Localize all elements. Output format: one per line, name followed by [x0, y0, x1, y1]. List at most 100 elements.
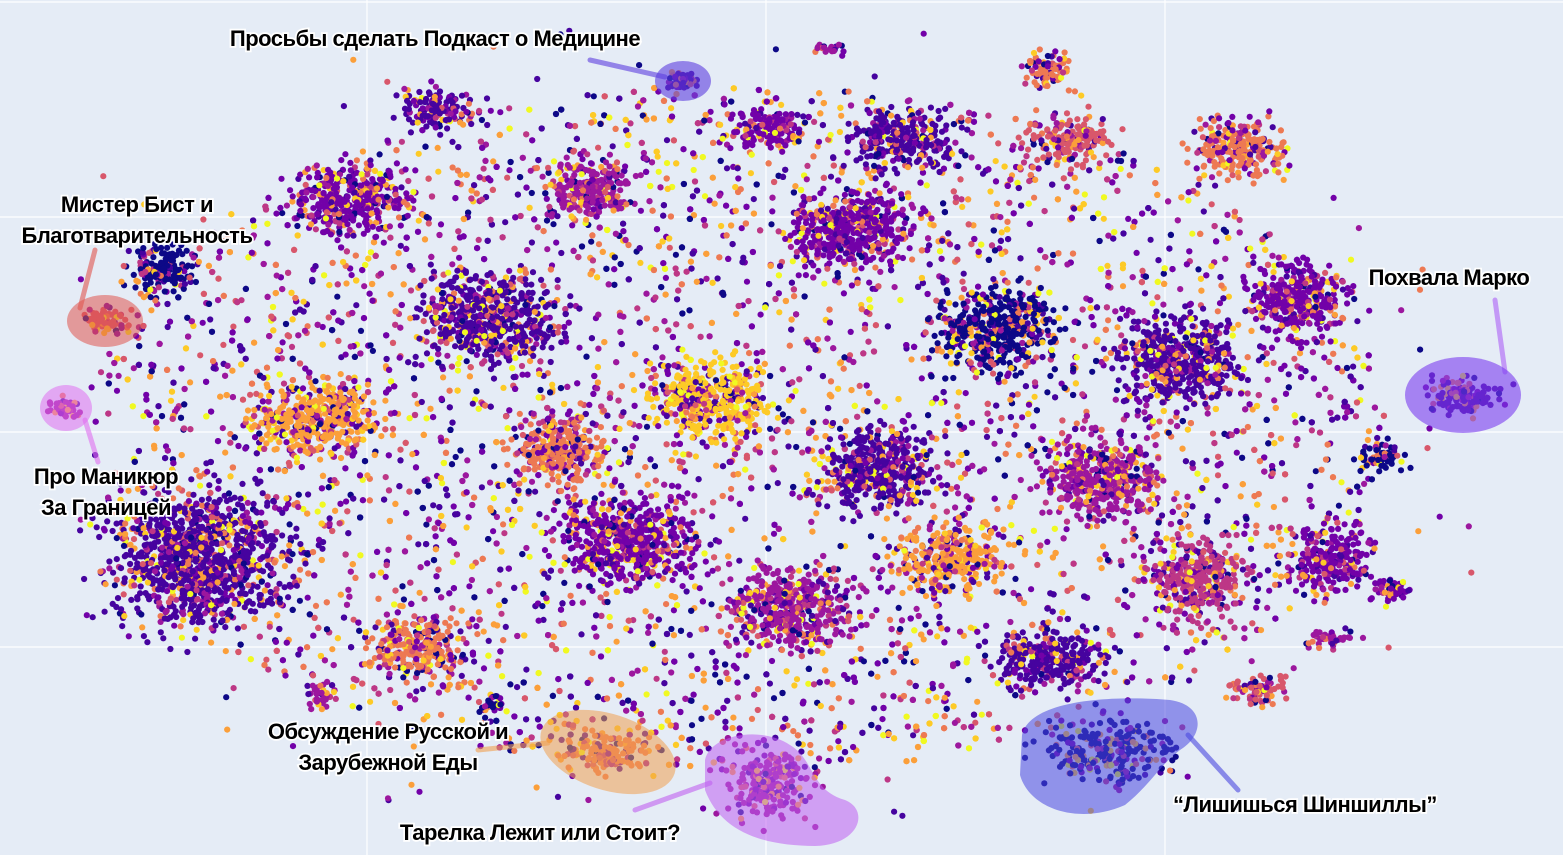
scatter-point — [279, 210, 286, 217]
scatter-point — [466, 583, 473, 590]
scatter-point — [750, 196, 757, 203]
scatter-point — [418, 398, 425, 406]
scatter-point — [394, 609, 401, 616]
scatter-point — [296, 597, 303, 604]
scatter-point — [215, 485, 222, 492]
scatter-point — [1171, 496, 1178, 503]
scatter-point — [458, 672, 465, 680]
scatter-point — [673, 321, 680, 328]
scatter-point — [1195, 266, 1202, 273]
scatter-point — [193, 467, 200, 474]
scatter-point — [851, 266, 859, 274]
scatter-point — [480, 165, 487, 172]
scatter-point — [550, 221, 557, 228]
scatter-point — [1312, 468, 1319, 475]
scatter-point — [1271, 397, 1278, 404]
scatter-point — [113, 387, 121, 394]
scatter-point — [992, 158, 999, 165]
scatter-point — [398, 138, 405, 145]
scatter-point — [701, 193, 709, 200]
scatter-point — [871, 705, 878, 712]
scatter-point — [468, 576, 475, 584]
scatter-point — [860, 658, 868, 665]
scatter-point — [674, 296, 681, 303]
scatter-point — [594, 379, 602, 386]
scatter-point — [1112, 308, 1119, 315]
scatter-point — [1174, 217, 1181, 224]
scatter-point — [895, 604, 902, 612]
scatter-point — [827, 575, 834, 583]
scatter-point — [992, 178, 1000, 185]
scatter-point — [1214, 308, 1221, 315]
scatter-point — [856, 609, 864, 616]
scatter-point — [1031, 393, 1038, 400]
scatter-point — [690, 166, 697, 174]
scatter-point — [1093, 523, 1101, 530]
scatter-point — [662, 274, 670, 281]
scatter-point — [359, 476, 366, 483]
scatter-point — [1183, 648, 1190, 656]
scatter-point — [653, 675, 660, 682]
scatter-point — [514, 684, 521, 691]
scatter-point — [702, 558, 709, 565]
scatter-point — [1242, 308, 1249, 315]
scatter-point — [359, 680, 366, 687]
scatter-point — [725, 553, 732, 560]
scatter-point — [672, 722, 679, 729]
scatter-point — [88, 384, 95, 391]
scatter-point — [1356, 489, 1363, 496]
scatter-point — [972, 719, 979, 726]
scatter-point — [391, 699, 399, 707]
scatter-point — [235, 442, 242, 450]
scatter-point — [415, 150, 422, 157]
scatter-point — [869, 566, 876, 573]
scatter-point — [500, 521, 507, 528]
scatter-point — [537, 358, 544, 365]
scatter-point — [642, 464, 649, 471]
scatter-point — [842, 543, 849, 550]
scatter-point — [751, 691, 758, 698]
scatter-point — [1133, 249, 1140, 256]
scatter-point — [670, 607, 678, 614]
scatter-point — [672, 251, 680, 258]
scatter-point — [1298, 374, 1305, 381]
scatter-point — [925, 698, 932, 705]
scatter-point — [387, 686, 394, 694]
scatter-point — [890, 693, 897, 700]
scatter-point — [1275, 529, 1282, 536]
scatter-point — [1028, 586, 1035, 593]
scatter-point — [1100, 215, 1107, 222]
scatter-point — [525, 488, 532, 495]
scatter-point — [410, 188, 417, 196]
scatter-point — [304, 323, 311, 330]
scatter-point — [334, 293, 341, 300]
scatter-point — [978, 711, 985, 718]
scatter-point — [558, 249, 565, 257]
scatter-point — [500, 384, 507, 391]
scatter-point — [1034, 561, 1041, 569]
scatter-point — [706, 333, 713, 340]
scatter-point — [873, 607, 880, 614]
scatter-point — [1079, 391, 1086, 398]
scatter-point — [821, 280, 828, 287]
scatter-point — [1269, 252, 1276, 259]
scatter-point — [837, 756, 845, 763]
scatter-point — [670, 137, 678, 144]
scatter-point — [811, 118, 818, 125]
scatter-point — [439, 480, 446, 487]
scatter-point — [637, 207, 645, 214]
scatter-point — [400, 281, 407, 288]
scatter-point — [523, 666, 530, 673]
scatter-point — [722, 724, 729, 731]
scatter-point — [952, 504, 959, 511]
scatter-points — [44, 27, 1517, 835]
scatter-point — [276, 371, 283, 378]
scatter-point — [835, 695, 842, 702]
scatter-point — [1308, 427, 1315, 434]
scatter-point — [990, 227, 997, 234]
scatter-point — [264, 293, 271, 300]
scatter-point — [456, 254, 463, 261]
scatter-point — [939, 237, 946, 244]
scatter-point — [365, 255, 372, 262]
scatter-point — [990, 370, 997, 377]
